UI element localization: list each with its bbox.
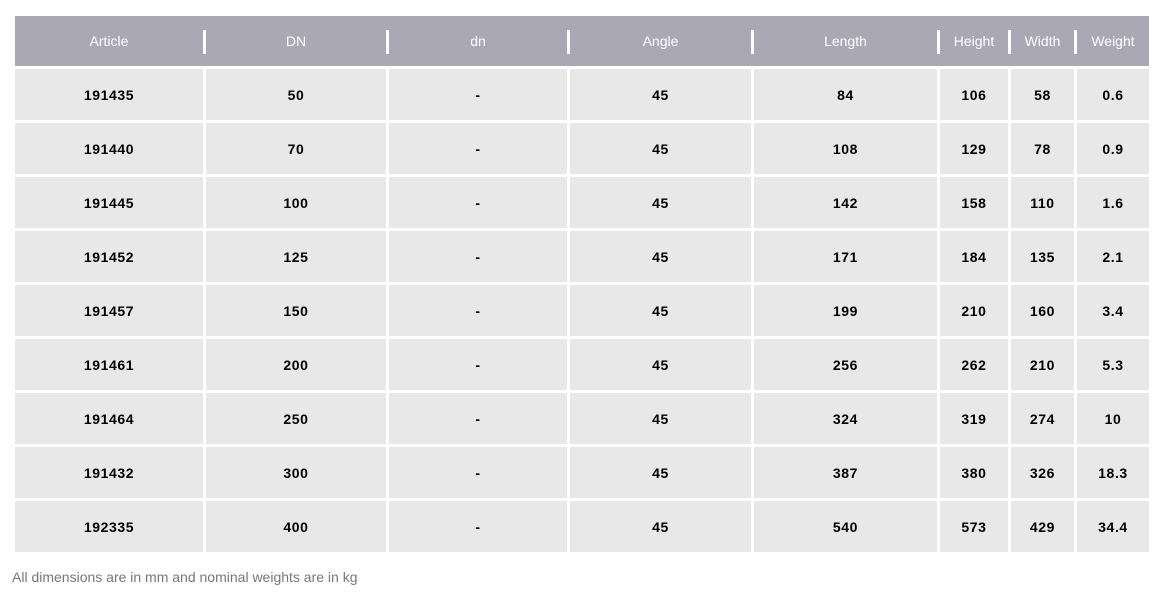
table-cell: 199 [754,285,937,336]
table-cell: - [389,231,567,282]
table-cell: 125 [206,231,386,282]
table-cell: 129 [940,123,1008,174]
table-header: Article DN dn Angle Length Height Width Weight [15,16,1149,66]
table-cell: 171 [754,231,937,282]
table-cell: 45 [570,177,751,228]
table-cell: 18.3 [1077,447,1149,498]
table-cell: - [389,447,567,498]
table-cell: 191461 [15,339,203,390]
table-cell: 573 [940,501,1008,552]
table-cell: 45 [570,501,751,552]
table-cell: 45 [570,339,751,390]
table-cell: - [389,285,567,336]
table-cell: 210 [1011,339,1074,390]
table-cell: 191452 [15,231,203,282]
table-cell: - [389,501,567,552]
table-cell: 34.4 [1077,501,1149,552]
table-cell: 387 [754,447,937,498]
table-cell: - [389,177,567,228]
table-cell: 70 [206,123,386,174]
dimensions-table: Article DN dn Angle Length Height Width Weight … [15,16,1149,552]
table-cell: 100 [206,177,386,228]
table-cell: 45 [570,285,751,336]
table-cell: 108 [754,123,937,174]
table-cell: 1.6 [1077,177,1149,228]
table-cell: 540 [754,501,937,552]
column-header-angle: Angle [567,16,751,66]
table-cell: 250 [206,393,386,444]
table-cell: 256 [754,339,937,390]
table-cell: 45 [570,69,751,120]
table-cell: 319 [940,393,1008,444]
table-cell: - [389,339,567,390]
table-cell: 150 [206,285,386,336]
table-cell: 200 [206,339,386,390]
table-cell: 380 [940,447,1008,498]
table-cell: 0.6 [1077,69,1149,120]
table-cell: 192335 [15,501,203,552]
table-cell: 45 [570,231,751,282]
table-cell: 10 [1077,393,1149,444]
table-cell: 160 [1011,285,1074,336]
table-body: 191435 50-45 84 106 58 0.6 191440 70-45 108 129 78… [15,69,1149,552]
column-header-width: Width [1008,16,1074,66]
table-cell: 5.3 [1077,339,1149,390]
table-cell: 50 [206,69,386,120]
table-cell: 274 [1011,393,1074,444]
table-cell: 191457 [15,285,203,336]
table-cell: 135 [1011,231,1074,282]
column-header-weight: Weight [1074,16,1149,66]
table-cell: 191435 [15,69,203,120]
footnote: All dimensions are in mm and nominal wei… [12,569,358,585]
column-header-dn: DN [203,16,386,66]
table-cell: 191440 [15,123,203,174]
column-header-dn: dn [386,16,567,66]
column-header-article: Article [89,33,129,49]
table-cell: 210 [940,285,1008,336]
table-cell: 324 [754,393,937,444]
column-header-height: Height [937,16,1008,66]
table-cell: 3.4 [1077,285,1149,336]
table-cell: 106 [940,69,1008,120]
table-cell: 45 [570,123,751,174]
table-cell: 184 [940,231,1008,282]
table-cell: 191432 [15,447,203,498]
table-cell: 58 [1011,69,1074,120]
table-cell: 2.1 [1077,231,1149,282]
table-cell: 45 [570,447,751,498]
table-cell: 78 [1011,123,1074,174]
table-cell: - [389,393,567,444]
table-cell: 326 [1011,447,1074,498]
table-cell: 45 [570,393,751,444]
table-cell: - [389,123,567,174]
table-cell: 191445 [15,177,203,228]
table-cell: 429 [1011,501,1074,552]
table-cell: - [389,69,567,120]
table-cell: 300 [206,447,386,498]
table-cell: 400 [206,501,386,552]
table-cell: 191464 [15,393,203,444]
column-header-length: Length [751,16,937,66]
table-cell: 0.9 [1077,123,1149,174]
table-cell: 262 [940,339,1008,390]
table-cell: 158 [940,177,1008,228]
table-cell: 142 [754,177,937,228]
table-cell: 84 [754,69,937,120]
table-cell: 110 [1011,177,1074,228]
